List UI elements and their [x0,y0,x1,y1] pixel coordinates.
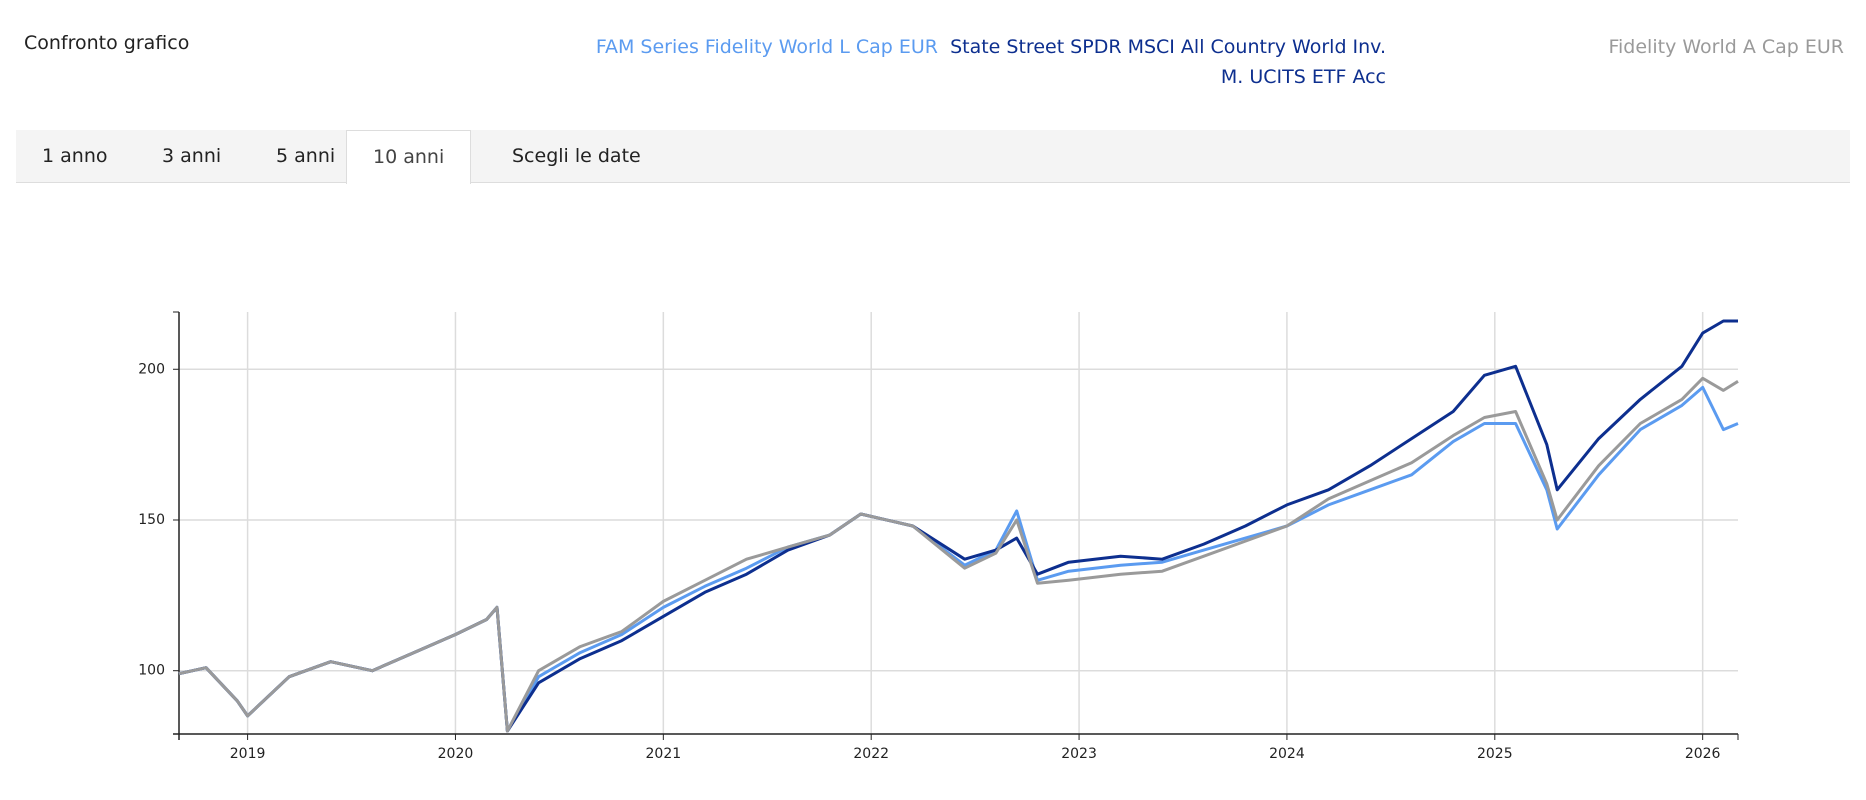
y-tick-label: 100 [138,663,165,679]
series-line [178,319,1738,733]
tab[interactable]: 10 anni [346,130,472,184]
x-tick-label: 2021 [646,746,682,762]
legend-item[interactable]: Fidelity World A Cap EUR [1608,36,1844,58]
series-line [178,376,1739,733]
header-title: Confronto grafico [24,32,190,54]
series-line [178,385,1739,733]
tab[interactable]: Scegli le date [512,145,641,167]
x-tick-label: 2019 [230,746,266,762]
tab[interactable]: 5 anni [276,145,336,167]
legend-item[interactable]: State Street SPDR MSCI All Country World… [950,36,1386,88]
tab[interactable]: 3 anni [162,145,222,167]
x-tick-label: 2023 [1061,746,1097,762]
x-tick-label: 2022 [853,746,889,762]
x-tick-label: 2025 [1477,746,1513,762]
tab-bar: 1 anno 3 anni 5 anni 10 anni Scegli le date [16,130,1850,184]
legend-item[interactable]: FAM Series Fidelity World L Cap EUR [595,36,938,58]
y-tick-label: 150 [138,512,165,528]
tab[interactable]: 1 anno [42,145,108,167]
x-tick-label: 2024 [1269,746,1305,762]
x-tick-label: 2020 [438,746,474,762]
x-tick-label: 2026 [1685,746,1721,762]
y-tick-label: 200 [138,361,165,377]
